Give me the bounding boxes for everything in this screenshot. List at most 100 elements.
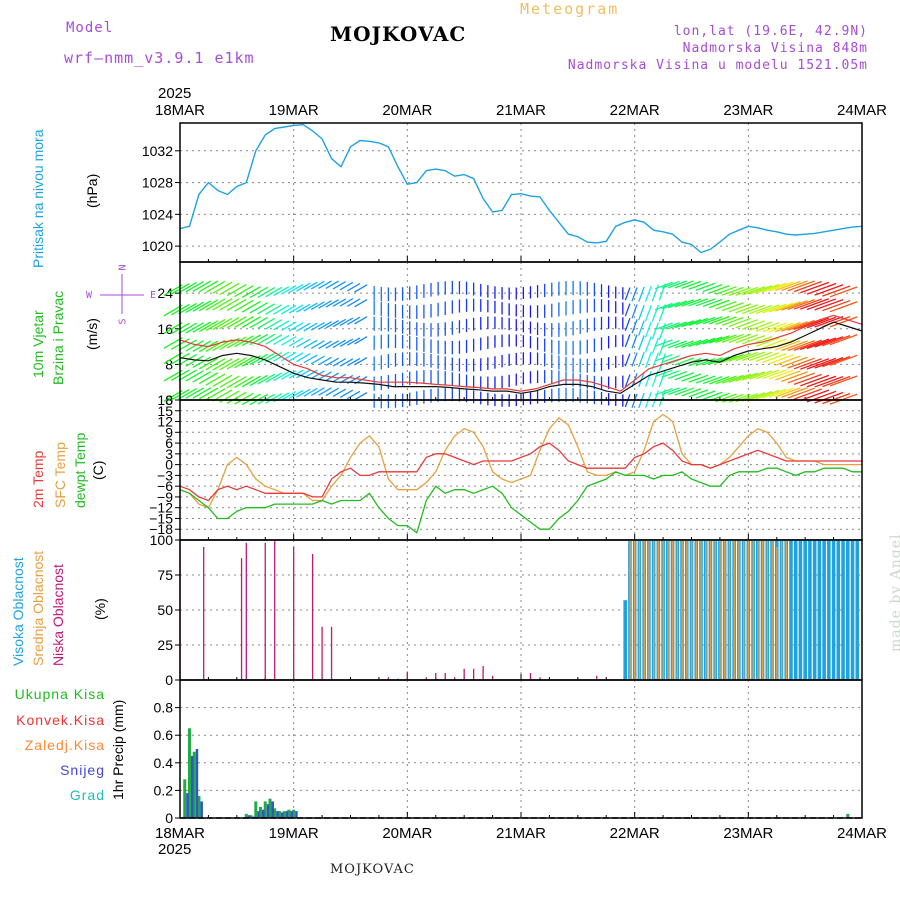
wind-arrow: [702, 375, 723, 385]
wind-arrow: [631, 287, 638, 302]
wind-arrow: [185, 340, 205, 352]
wind-arrow: [339, 389, 354, 399]
wind-arrow: [346, 298, 361, 307]
compass-arrows: [100, 274, 144, 314]
wind-arrow: [787, 372, 815, 384]
mid-cloud-bar: [780, 540, 783, 680]
page-title: MOJKOVAC: [330, 22, 467, 46]
wind-arrow: [688, 281, 709, 290]
wind-arrow: [212, 374, 233, 387]
wind-arrow: [762, 338, 787, 349]
wind-arrow: [702, 336, 723, 345]
compass-west-label: W: [86, 290, 93, 301]
wind-arrow: [303, 322, 318, 332]
total-precip-bar: [183, 779, 187, 818]
wind-arrow: [226, 375, 247, 389]
high-cloud-bar: [623, 600, 627, 680]
wind-arrow: [715, 286, 737, 295]
pressure-panel: 1020 1024 1028 1032: [142, 122, 863, 263]
wind-arrow: [800, 281, 830, 294]
wind-arrow: [339, 281, 354, 291]
bottom-tick-label: 18MAR: [155, 825, 205, 842]
wind-arrow: [280, 370, 297, 380]
wind-arrow: [728, 317, 751, 328]
wind-arrow: [241, 375, 261, 388]
total-precip-bar: [282, 811, 286, 818]
wind-arrow: [806, 316, 837, 329]
wind-arrow: [273, 286, 290, 297]
bottom-tick-label: 22MAR: [610, 825, 660, 842]
wind-arrow: [728, 352, 751, 362]
y-tick-label: 1028: [142, 175, 173, 191]
wind-arrow: [781, 356, 808, 368]
wind-arrow: [310, 301, 325, 311]
total-precip-bar: [273, 808, 277, 818]
wind-arrow: [354, 299, 368, 308]
wind-arrow: [721, 316, 744, 326]
wind-arrow: [735, 372, 759, 382]
mid-cloud-bar: [728, 540, 731, 680]
pressure-line: [179, 123, 863, 254]
snow-precip-bar: [276, 811, 279, 818]
wind-arrow: [280, 351, 297, 362]
wind-arrow: [681, 318, 702, 328]
y-tick-label: 12: [157, 414, 173, 430]
wind-arrow: [654, 353, 673, 362]
mid-cloud-bar: [719, 540, 721, 680]
wind-arrow: [728, 286, 751, 297]
wind-arrow: [749, 351, 773, 362]
wind-arrow: [234, 299, 254, 312]
wind-arrow: [178, 369, 197, 382]
wind-arrow: [822, 334, 851, 347]
total-precip-bar: [263, 801, 267, 818]
total-precip-bar: [259, 806, 263, 818]
lonlat-label: lon,lat (19.6E, 42.9N): [673, 24, 868, 39]
wind-arrow: [781, 387, 808, 398]
wind-arrow: [651, 322, 659, 340]
mid-cloud-bar: [742, 540, 745, 680]
snow-precip-bar: [280, 812, 284, 818]
wind-arrow: [310, 370, 325, 380]
wind-arrow: [688, 338, 709, 348]
wind-arrow: [226, 283, 247, 297]
wind-arrow: [185, 322, 205, 334]
wind-arrow: [198, 357, 219, 370]
wind-arrow: [325, 319, 339, 329]
wind-arrow: [241, 286, 261, 298]
mid-cloud-bar: [676, 540, 679, 680]
wind-arrow: [681, 339, 702, 348]
wind-arrow: [755, 322, 780, 332]
wind-arrow: [762, 353, 787, 363]
y-tick-label: −12: [149, 500, 173, 516]
wind-arrow: [265, 372, 283, 383]
wind-arrow: [265, 319, 283, 330]
wind-arrow: [354, 336, 368, 345]
high-cloud-bar: [803, 540, 807, 680]
wind-arrow: [219, 298, 240, 311]
mid-cloud-bar: [738, 540, 740, 680]
wind-arrow: [787, 357, 815, 369]
wind-arrow: [354, 284, 368, 293]
wind-arrow: [654, 339, 673, 347]
mid-cloud-bar: [657, 540, 660, 680]
wind-arrow: [198, 372, 219, 385]
wind-arrow: [728, 373, 751, 383]
wind-arrow: [234, 392, 254, 405]
wind-arrow: [631, 352, 638, 367]
precip-legend-freezing: Zaledj.Kisa: [24, 737, 105, 753]
wind-arrow: [205, 319, 226, 332]
wind-arrow: [721, 286, 744, 296]
wind-arrow: [624, 303, 631, 317]
wind-arrow: [775, 340, 801, 351]
wind-arrow: [339, 317, 354, 327]
wind-arrow: [674, 299, 695, 308]
wind-arrow: [310, 322, 325, 331]
mid-cloud-bar: [785, 540, 788, 680]
wind-arrow: [674, 340, 695, 349]
wind-arrow: [715, 375, 737, 385]
wind-arrow: [226, 357, 247, 370]
snow-precip-bar: [186, 793, 189, 818]
y-tick-label: 15: [157, 403, 173, 419]
high-cloud-bar: [855, 540, 860, 680]
mid-cloud-bar: [643, 540, 645, 680]
